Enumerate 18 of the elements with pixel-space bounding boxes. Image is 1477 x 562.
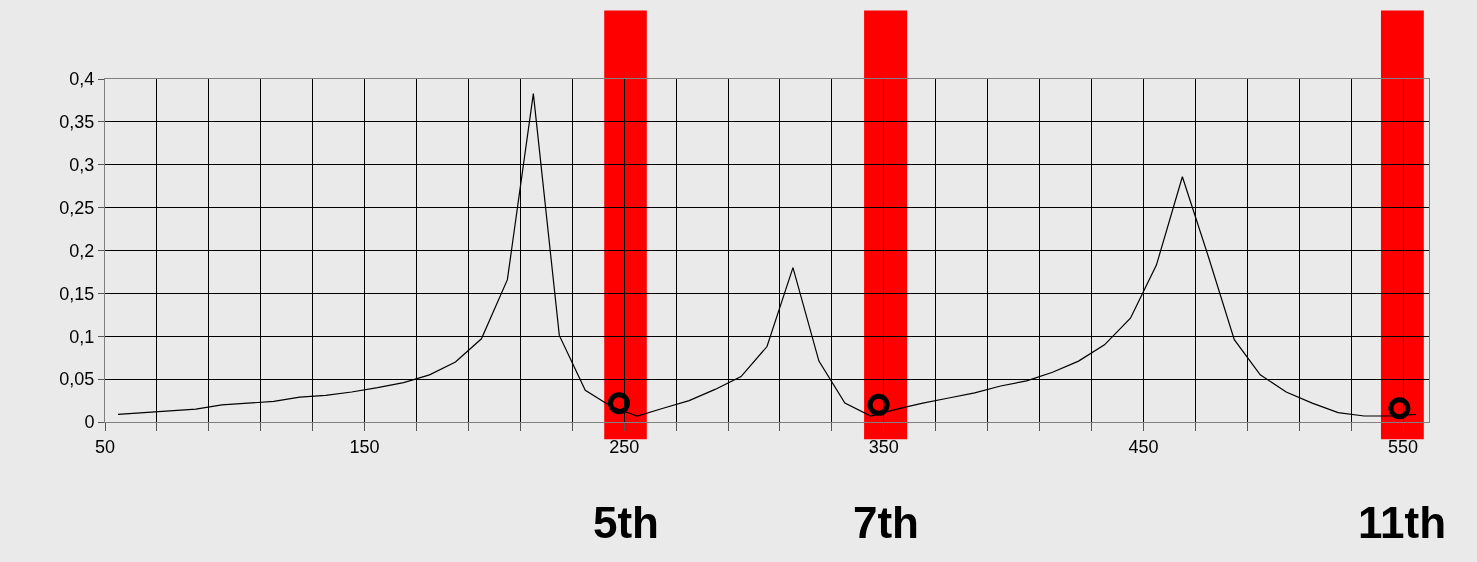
y-tick-label: 0,05 <box>59 369 95 390</box>
y-tick-label: 0,1 <box>69 326 95 347</box>
x-tick-label: 150 <box>349 436 380 457</box>
x-tick-label: 50 <box>94 436 116 457</box>
y-tick-label: 0,4 <box>69 69 95 90</box>
band-label: 5th <box>593 498 659 547</box>
band-label: 11th <box>1358 498 1447 547</box>
y-tick-label: 0,25 <box>59 197 95 218</box>
y-tick-label: 0 <box>84 412 95 433</box>
x-tick-label: 350 <box>868 436 899 457</box>
band-label: 7th <box>853 498 919 547</box>
y-tick-label: 0,35 <box>59 112 95 133</box>
x-tick-label: 550 <box>1388 436 1419 457</box>
x-tick-label: 250 <box>609 436 640 457</box>
x-tick-label: 450 <box>1128 436 1159 457</box>
y-tick-label: 0,15 <box>59 283 95 304</box>
y-tick-label: 0,3 <box>69 155 95 176</box>
y-tick-label: 0,2 <box>69 240 95 261</box>
